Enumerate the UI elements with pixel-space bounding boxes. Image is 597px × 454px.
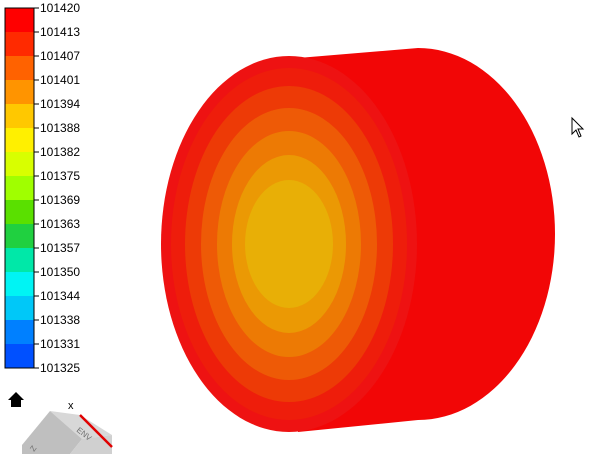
- home-button[interactable]: [8, 392, 24, 407]
- legend-label: 101382: [40, 145, 80, 159]
- legend-label: 101394: [40, 97, 80, 111]
- legend-label: 101369: [40, 193, 80, 207]
- legend-color-band: [5, 32, 34, 56]
- legend-color-band: [5, 56, 34, 80]
- legend-label: 101407: [40, 49, 80, 63]
- cube-right-face: [70, 435, 112, 454]
- legend-color-band: [5, 176, 34, 200]
- legend-label: 101375: [40, 169, 80, 183]
- legend-label: 101344: [40, 289, 80, 303]
- legend-label: 101331: [40, 337, 80, 351]
- legend-color-band: [5, 152, 34, 176]
- legend-color-band: [5, 272, 34, 296]
- legend-label: 101413: [40, 25, 80, 39]
- legend-color-band: [5, 224, 34, 248]
- legend-label: 101350: [40, 265, 80, 279]
- legend-color-band: [5, 320, 34, 344]
- orientation-cube-icon[interactable]: x ENV Z: [22, 400, 113, 454]
- legend-color-band: [5, 248, 34, 272]
- legend-label: 101357: [40, 241, 80, 255]
- legend-color-band: [5, 128, 34, 152]
- legend-label: 101401: [40, 73, 80, 87]
- color-legend: 101420 101413 101407 101401 101394 101388 1013…: [4, 1, 80, 375]
- legend-label: 101325: [40, 361, 80, 375]
- legend-color-band: [5, 344, 34, 368]
- x-axis-label: x: [68, 400, 74, 412]
- cylinder-contour-plot[interactable]: [161, 48, 555, 432]
- legend-label: 101420: [40, 1, 80, 15]
- legend-color-band: [5, 104, 34, 128]
- legend-color-band: [5, 8, 34, 32]
- legend-label: 101338: [40, 313, 80, 327]
- pressure-contour-rings: [171, 68, 407, 420]
- legend-border: [4, 7, 35, 369]
- cube-face-label-front: Z: [28, 444, 38, 453]
- home-icon: [8, 392, 24, 407]
- mouse-pointer-icon: [571, 116, 585, 138]
- legend-color-band: [5, 80, 34, 104]
- legend-label: 101388: [40, 121, 80, 135]
- cube-left-face: [22, 411, 82, 454]
- legend-label: 101363: [40, 217, 80, 231]
- legend-color-band: [5, 200, 34, 224]
- legend-color-band: [5, 296, 34, 320]
- contour-ring: [245, 180, 333, 308]
